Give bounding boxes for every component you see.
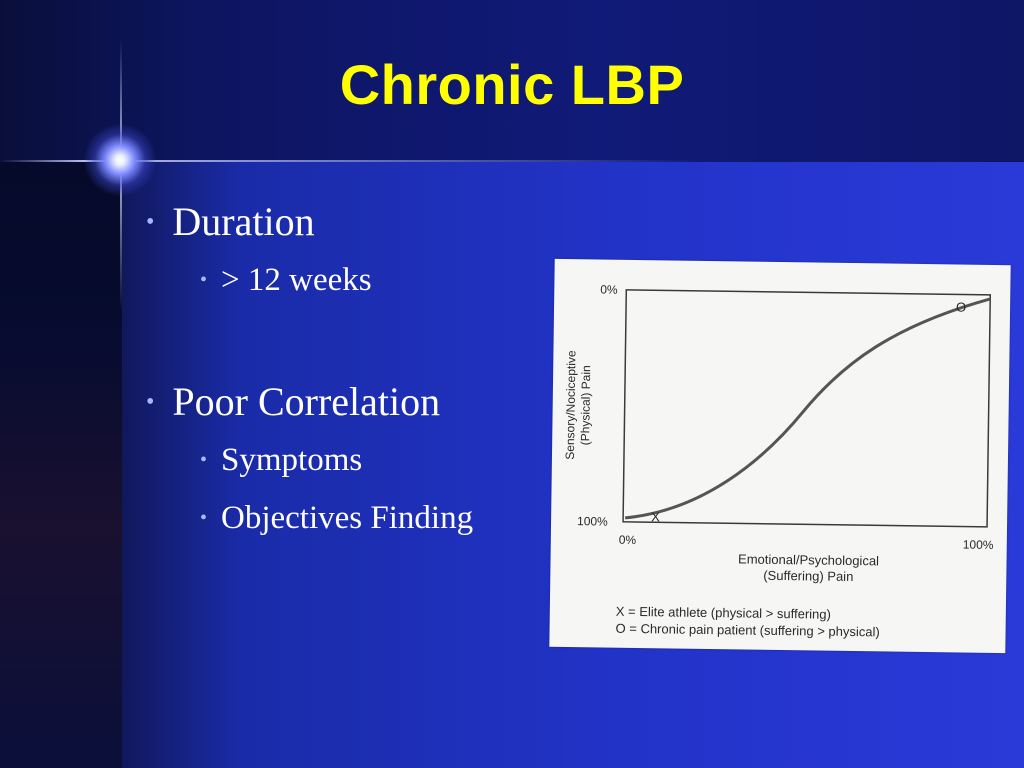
y-tick-bottom: 100% [577,514,608,528]
sub-bullet-text: Objectives Finding [221,500,474,536]
sub-bullet-text: Symptoms [221,442,363,478]
marker-o: O [956,299,966,314]
lens-flare-icon [84,124,156,196]
plot-frame [622,289,992,528]
bullet-dot-icon: • [200,449,208,471]
marker-x: X [651,509,660,524]
legend-line-2: O = Chronic pain patient (suffering > ph… [615,621,879,640]
x-tick-right: 100% [963,538,994,552]
x-tick-left: 0% [619,533,637,547]
bullet-item-duration: • Duration [146,198,315,245]
bullet-text: Poor Correlation [172,379,441,424]
sub-bullet-text: > 12 weeks [221,262,372,298]
relationship-curve [624,297,991,520]
bullet-text: Duration [172,199,315,244]
figure-svg: 0% 100% 0% 100% X O Sensory/Nociceptive … [563,282,994,640]
y-axis-label-line1: Sensory/Nociceptive [563,350,579,460]
left-decorative-band [0,162,122,768]
bullet-dot-icon: • [146,209,155,235]
x-axis-label-line1: Emotional/Psychological [738,551,879,568]
y-axis-label-line2: (Physical) Pain [578,365,593,445]
y-tick-top: 0% [600,282,618,296]
legend-line-1: X = Elite athlete (physical > suffering) [616,604,831,622]
x-axis-label-line2: (Suffering) Pain [763,568,853,584]
title-band [0,0,1024,162]
bullet-dot-icon: • [200,507,208,529]
sub-bullet-item: • > 12 weeks [200,262,372,299]
horizontal-light-line [0,160,700,162]
sub-bullet-item: • Symptoms [200,442,362,479]
bullet-dot-icon: • [146,389,155,415]
sub-bullet-item: • Objectives Finding [200,500,473,537]
bullet-dot-icon: • [200,269,208,291]
pain-relationship-figure: 0% 100% 0% 100% X O Sensory/Nociceptive … [549,258,1011,654]
slide-title: Chronic LBP [339,53,685,116]
bullet-item-poor-correlation: • Poor Correlation [146,378,440,425]
